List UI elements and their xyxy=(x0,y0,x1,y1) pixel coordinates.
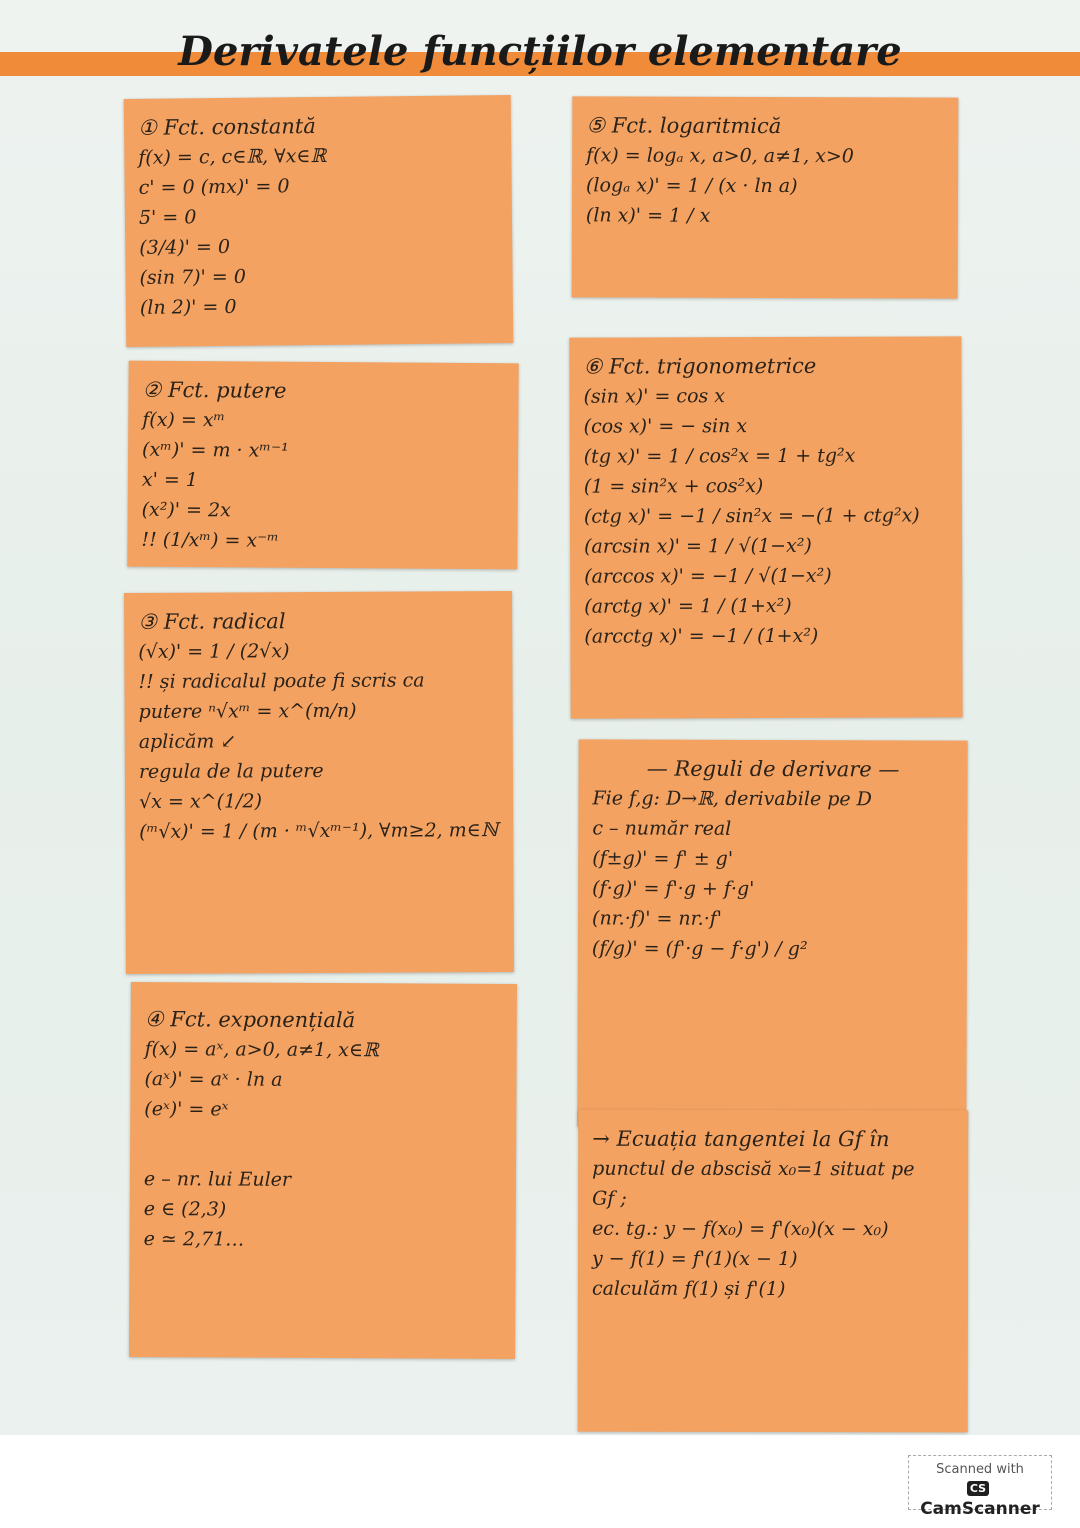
sticky-note: ③ Fct. radical (√x)' = 1 / (2√x) !! și rad… xyxy=(124,590,514,975)
note-line: (arctg x)' = 1 / (1+x²) xyxy=(584,594,792,618)
note-line: f(x) = xᵐ xyxy=(142,408,226,432)
orange-stripe xyxy=(0,52,1080,76)
note-line: (√x)' = 1 / (2√x) xyxy=(138,640,290,663)
note-line: (f·g)' = f'·g + f·g' xyxy=(592,877,755,900)
page-title: Derivatele funcțiilor elementare xyxy=(178,28,902,75)
note-line: e – nr. lui Euler xyxy=(143,1168,292,1191)
note-heading: → Ecuația tangentei la Gf în xyxy=(592,1126,890,1152)
note-line: (ᵐ√x)' = 1 / (m · ᵐ√xᵐ⁻¹), ∀m≥2, m∈ℕ xyxy=(139,819,499,843)
note-heading: — Reguli de derivare — xyxy=(646,756,900,782)
note-line: x' = 1 xyxy=(141,468,198,492)
note-line: f(x) = aˣ, a>0, a≠1, x∈ℝ xyxy=(144,1038,379,1062)
note-line: (eˣ)' = eˣ xyxy=(144,1098,229,1121)
note-line: (sin x)' = cos x xyxy=(583,385,726,408)
note-line: (logₐ x)' = 1 / (x · ln a) xyxy=(586,174,798,198)
note-line: (ctg x)' = −1 / sin²x = −(1 + ctg²x) xyxy=(583,504,920,528)
note-line: calculăm f(1) și f'(1) xyxy=(591,1277,786,1301)
note-line: c' = 0 (mx)' = 0 xyxy=(138,175,290,199)
note-line: (nr.·f)' = nr.·f' xyxy=(592,907,723,930)
note-heading: ⑤ Fct. logaritmică xyxy=(586,113,782,139)
badge-icon: CS xyxy=(966,1481,990,1496)
scanner-badge: Scanned with CS CamScanner xyxy=(908,1455,1052,1519)
note-line: (arcsin x)' = 1 / √(1−x²) xyxy=(584,534,812,558)
paper-sheet: Derivatele funcțiilor elementare ① Fct. … xyxy=(0,0,1080,1435)
note-line: ec. tg.: y − f(x₀) = f'(x₀)(x − x₀) xyxy=(592,1217,889,1241)
note-line: !! (1/xᵐ) = x⁻ᵐ xyxy=(141,528,279,552)
sticky-note: ④ Fct. exponențială f(x) = aˣ, a>0, a≠1, … xyxy=(129,981,517,1360)
note-line: (cos x)' = − sin x xyxy=(583,415,748,438)
note-heading: ④ Fct. exponențială xyxy=(144,1007,356,1033)
note-line: (arccos x)' = −1 / √(1−x²) xyxy=(584,564,832,588)
note-line: c – număr real xyxy=(592,817,732,840)
note-line: 5' = 0 xyxy=(138,206,197,229)
note-line: (tg x)' = 1 / cos²x = 1 + tg²x xyxy=(583,444,856,468)
note-heading: ③ Fct. radical xyxy=(138,609,286,634)
note-line: (xᵐ)' = m · xᵐ⁻¹ xyxy=(142,438,289,462)
sticky-note: ⑥ Fct. trigonometrice (sin x)' = cos x (co… xyxy=(569,336,963,719)
note-line: (f±g)' = f' ± g' xyxy=(592,847,734,870)
sticky-note: → Ecuația tangentei la Gf în punctul de a… xyxy=(577,1109,969,1433)
note-line: (arcctg x)' = −1 / (1+x²) xyxy=(584,624,819,648)
note-heading: ② Fct. putere xyxy=(142,377,287,403)
note-line: (1 = sin²x + cos²x) xyxy=(583,475,764,498)
note-heading: ⑥ Fct. trigonometrice xyxy=(583,353,817,379)
note-line: (sin 7)' = 0 xyxy=(139,265,247,289)
note-line: punctul de abscisă x₀=1 situat pe xyxy=(592,1157,915,1181)
note-line: (f/g)' = (f'·g − f·g') / g² xyxy=(591,937,808,961)
note-line: Gf ; xyxy=(592,1187,627,1210)
note-line: y − f(1) = f'(1)(x − 1) xyxy=(592,1247,798,1271)
note-line: √x = x^(1/2) xyxy=(139,790,263,813)
badge-caption: Scanned with xyxy=(936,1462,1024,1477)
sticky-note: ⑤ Fct. logaritmică f(x) = logₐ x, a>0, a≠… xyxy=(571,96,959,299)
note-line: Fie f,g: D→ℝ, derivabile pe D xyxy=(592,787,872,811)
note-line: (x²)' = 2x xyxy=(141,498,231,522)
sticky-note: — Reguli de derivare — Fie f,g: D→ℝ, deri… xyxy=(577,739,968,1128)
sticky-note: ① Fct. constantă f(x) = c, c∈ℝ, ∀x∈ℝ c' = … xyxy=(123,94,514,348)
note-line: putere ⁿ√xᵐ = x^(m/n) xyxy=(138,699,357,723)
note-line: e ∈ (2,3) xyxy=(143,1198,227,1221)
badge-brand: CamScanner xyxy=(920,1499,1040,1519)
note-line: (ln x)' = 1 / x xyxy=(585,204,711,227)
note-line: regula de la putere xyxy=(138,759,324,783)
note-line: (ln 2)' = 0 xyxy=(139,295,237,319)
note-heading: ① Fct. constantă xyxy=(137,114,316,140)
note-line: f(x) = logₐ x, a>0, a≠1, x>0 xyxy=(586,144,854,168)
note-line: (3/4)' = 0 xyxy=(139,235,231,259)
badge-brand-row: CS CamScanner xyxy=(909,1479,1051,1519)
note-line: e ≃ 2,71… xyxy=(143,1228,245,1251)
note-line: !! și radicalul poate fi scris ca xyxy=(138,669,425,693)
note-line: aplicăm ↙ xyxy=(138,730,237,753)
sticky-note: ② Fct. putere f(x) = xᵐ (xᵐ)' = m · xᵐ⁻¹ x'… xyxy=(127,360,519,570)
note-line: f(x) = c, c∈ℝ, ∀x∈ℝ xyxy=(138,144,327,169)
note-line: (aˣ)' = aˣ · ln a xyxy=(144,1068,283,1091)
